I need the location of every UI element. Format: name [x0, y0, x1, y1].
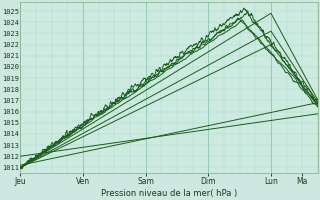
- X-axis label: Pression niveau de la mer( hPa ): Pression niveau de la mer( hPa ): [101, 189, 237, 198]
